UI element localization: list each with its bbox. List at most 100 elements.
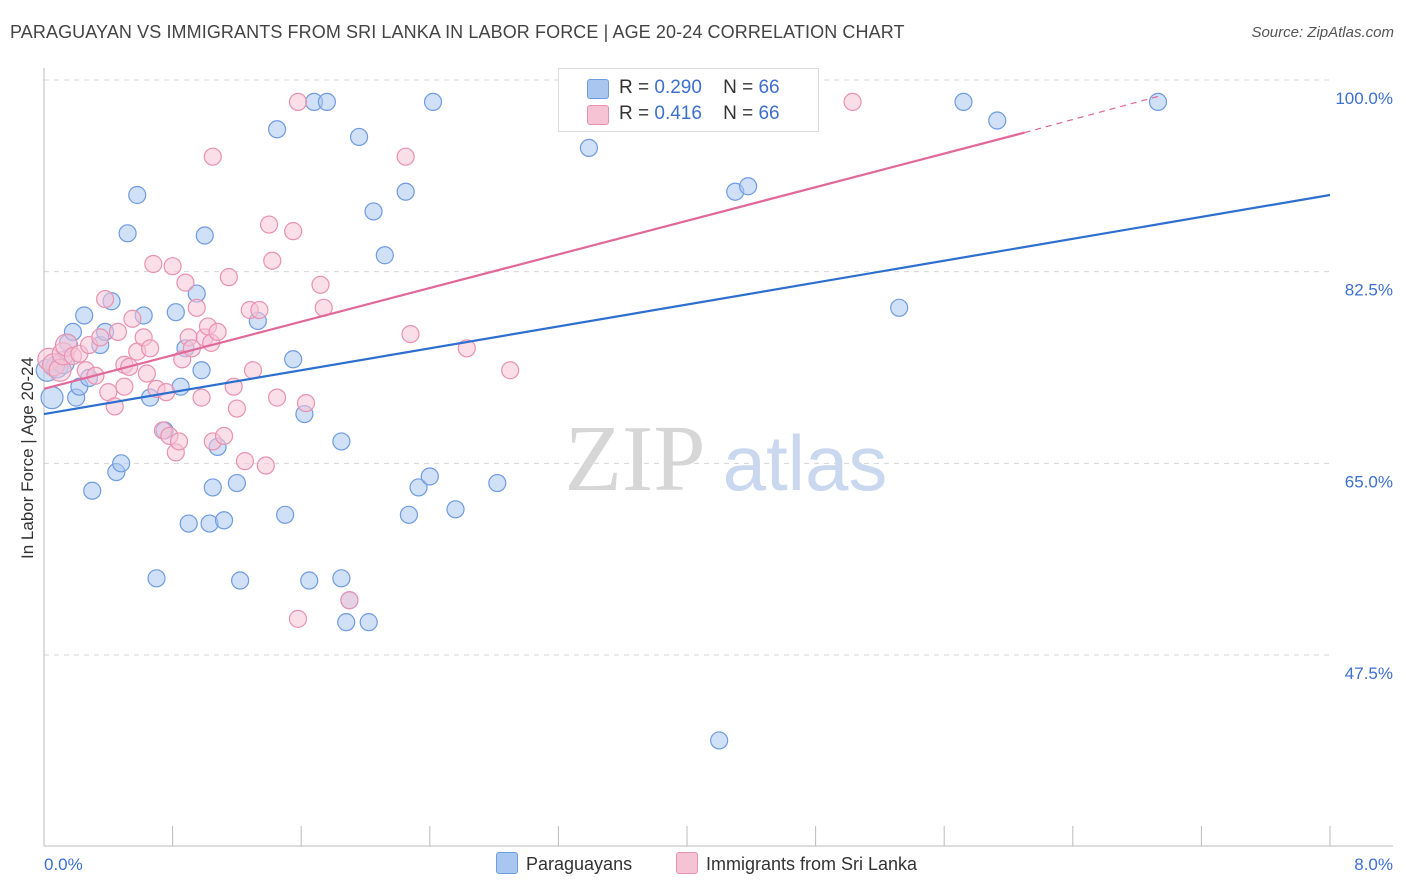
- data-point-sri-lanka: [176, 273, 195, 292]
- trend-lines: [43, 95, 1331, 416]
- n-value: 66: [758, 77, 780, 98]
- data-point-paraguayans: [276, 505, 295, 524]
- y-tick-label: 100.0%: [1335, 89, 1393, 108]
- data-point-sri-lanka: [259, 215, 279, 234]
- data-point-sri-lanka: [256, 456, 275, 475]
- data-point-sri-lanka: [263, 251, 282, 270]
- data-point-paraguayans: [364, 202, 383, 221]
- data-point-paraguayans: [446, 500, 465, 519]
- data-point-paraguayans: [284, 350, 303, 369]
- data-point-paraguayans: [147, 569, 166, 588]
- x-tick-label-min: 0.0%: [44, 855, 83, 874]
- data-point-sri-lanka: [187, 298, 206, 317]
- data-point-paraguayans: [203, 478, 222, 497]
- data-point-paraguayans: [332, 569, 351, 588]
- r-label: R =: [619, 77, 650, 98]
- data-point-paraguayans: [83, 481, 102, 500]
- trend-line-sri-lanka: [43, 131, 1025, 390]
- data-point-sri-lanka: [284, 222, 303, 241]
- data-point-paraguayans: [214, 511, 234, 530]
- data-point-sri-lanka: [140, 339, 160, 358]
- data-point-sri-lanka: [192, 388, 211, 407]
- data-point-sri-lanka: [144, 254, 163, 274]
- r-label: R =: [619, 103, 650, 124]
- n-label: N =: [723, 77, 754, 98]
- data-point-paraguayans: [128, 185, 147, 205]
- data-point-sri-lanka: [137, 364, 156, 383]
- gridlines: [44, 79, 1330, 656]
- data-point-sri-lanka: [843, 92, 862, 112]
- data-point-paraguayans: [738, 177, 758, 196]
- data-point-sri-lanka: [227, 399, 246, 418]
- data-point-paraguayans: [179, 514, 198, 533]
- data-point-sri-lanka: [115, 377, 134, 396]
- n-value: 66: [758, 103, 780, 124]
- y-tick-label: 47.5%: [1345, 664, 1393, 683]
- n-label: N =: [723, 103, 754, 124]
- data-point-sri-lanka: [203, 147, 222, 166]
- data-point-paraguayans: [396, 182, 415, 201]
- data-point-sri-lanka: [169, 432, 189, 451]
- data-point-paraguayans: [332, 432, 351, 451]
- data-point-sri-lanka: [401, 324, 420, 344]
- data-point-paraguayans: [420, 467, 439, 486]
- data-point-paraguayans: [409, 478, 428, 497]
- legend-swatch-pink: [676, 852, 698, 874]
- trend-line-extension-sri-lanka: [1024, 95, 1159, 134]
- data-point-sri-lanka: [95, 289, 115, 309]
- data-point-paraguayans: [423, 92, 443, 112]
- data-point-paraguayans: [40, 386, 64, 410]
- data-point-sri-lanka: [108, 322, 128, 342]
- y-tick-label: 65.0%: [1345, 472, 1393, 491]
- x-tick-label-max: 8.0%: [1354, 855, 1393, 874]
- legend-swatch-blue: [587, 79, 609, 99]
- watermark-zip: ZIP: [565, 407, 706, 511]
- data-point-paraguayans: [337, 613, 356, 632]
- data-point-paraguayans: [231, 571, 250, 590]
- data-point-paraguayans: [349, 127, 369, 147]
- data-point-sri-lanka: [457, 339, 476, 358]
- data-point-paraguayans: [710, 731, 729, 750]
- chart-title: PARAGUAYAN VS IMMIGRANTS FROM SRI LANKA …: [10, 22, 905, 42]
- y-axis-label: In Labor Force | Age 20-24: [18, 357, 37, 559]
- data-point-paraguayans: [1148, 92, 1168, 112]
- stats-legend: R = 0.290 N = 66 R = 0.416 N = 66: [558, 68, 819, 132]
- axes: [43, 68, 1393, 847]
- legend-label: Paraguayans: [526, 854, 633, 874]
- data-point-paraguayans: [988, 111, 1007, 130]
- data-point-paraguayans: [118, 224, 137, 243]
- data-point-sri-lanka: [296, 393, 316, 413]
- data-point-paraguayans: [267, 120, 287, 139]
- watermark-atlas: atlas: [723, 419, 888, 507]
- data-point-sri-lanka: [340, 591, 359, 610]
- data-point-paraguayans: [227, 473, 246, 493]
- r-value: 0.416: [654, 103, 702, 124]
- data-point-sri-lanka: [208, 322, 227, 342]
- legend-item-paraguayans: Paraguayans: [496, 852, 632, 875]
- data-point-paraguayans: [579, 138, 599, 158]
- data-point-paraguayans: [399, 505, 419, 524]
- data-point-sri-lanka: [214, 426, 234, 446]
- data-point-sri-lanka: [311, 275, 330, 294]
- data-point-sri-lanka: [396, 147, 415, 166]
- y-tick-label: 82.5%: [1345, 281, 1393, 300]
- data-point-sri-lanka: [235, 452, 255, 471]
- data-point-paraguayans: [195, 226, 214, 245]
- legend-item-sri-lanka: Immigrants from Sri Lanka: [676, 852, 917, 875]
- tick-labels: 47.5% 65.0% 82.5% 100.0% 0.0% 8.0%: [44, 89, 1393, 874]
- data-point-paraguayans: [954, 92, 973, 112]
- r-value: 0.290: [654, 77, 702, 98]
- data-point-sri-lanka: [288, 92, 308, 112]
- chart-source: Source: ZipAtlas.com: [1251, 24, 1394, 41]
- data-point-sri-lanka: [250, 300, 269, 320]
- legend-label: Immigrants from Sri Lanka: [706, 854, 918, 874]
- legend-swatch-pink: [587, 105, 609, 125]
- data-point-paraguayans: [192, 361, 211, 380]
- data-point-paraguayans: [166, 303, 185, 322]
- data-point-paraguayans: [375, 246, 394, 265]
- data-point-sri-lanka: [219, 268, 238, 287]
- data-point-sri-lanka: [163, 257, 182, 276]
- data-point-paraguayans: [359, 613, 378, 632]
- data-point-paraguayans: [488, 473, 507, 493]
